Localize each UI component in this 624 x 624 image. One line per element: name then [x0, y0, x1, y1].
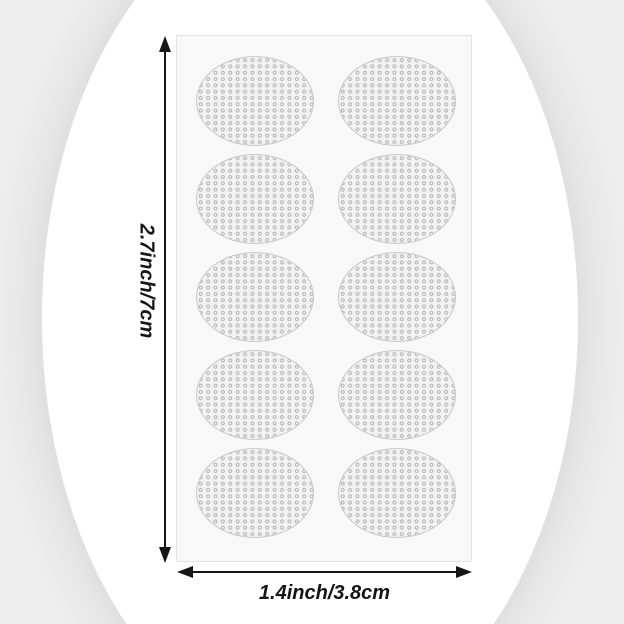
sticker-sheet	[176, 35, 472, 562]
arrowhead-left-icon	[177, 566, 193, 578]
width-dimension-label: 1.4inch/3.8cm	[258, 582, 391, 604]
width-arrow-line	[188, 571, 461, 573]
arrowhead-down-icon	[159, 547, 171, 563]
height-dimension-arrow	[158, 36, 172, 563]
adhesive-dot-sticker	[196, 252, 314, 342]
arrowhead-right-icon	[456, 566, 472, 578]
height-dimension-label: 2.7inch/7cm	[135, 223, 158, 339]
width-dimension-arrow	[177, 565, 472, 579]
adhesive-dot-sticker	[338, 56, 456, 146]
adhesive-dot-sticker	[196, 448, 314, 538]
adhesive-dot-sticker	[338, 448, 456, 538]
adhesive-dot-sticker	[196, 350, 314, 440]
adhesive-dot-sticker	[196, 56, 314, 146]
adhesive-dot-sticker	[196, 154, 314, 244]
adhesive-dot-sticker	[338, 350, 456, 440]
arrowhead-up-icon	[159, 36, 171, 52]
adhesive-dot-sticker	[338, 252, 456, 342]
height-arrow-line	[164, 47, 166, 552]
adhesive-dot-sticker	[338, 154, 456, 244]
